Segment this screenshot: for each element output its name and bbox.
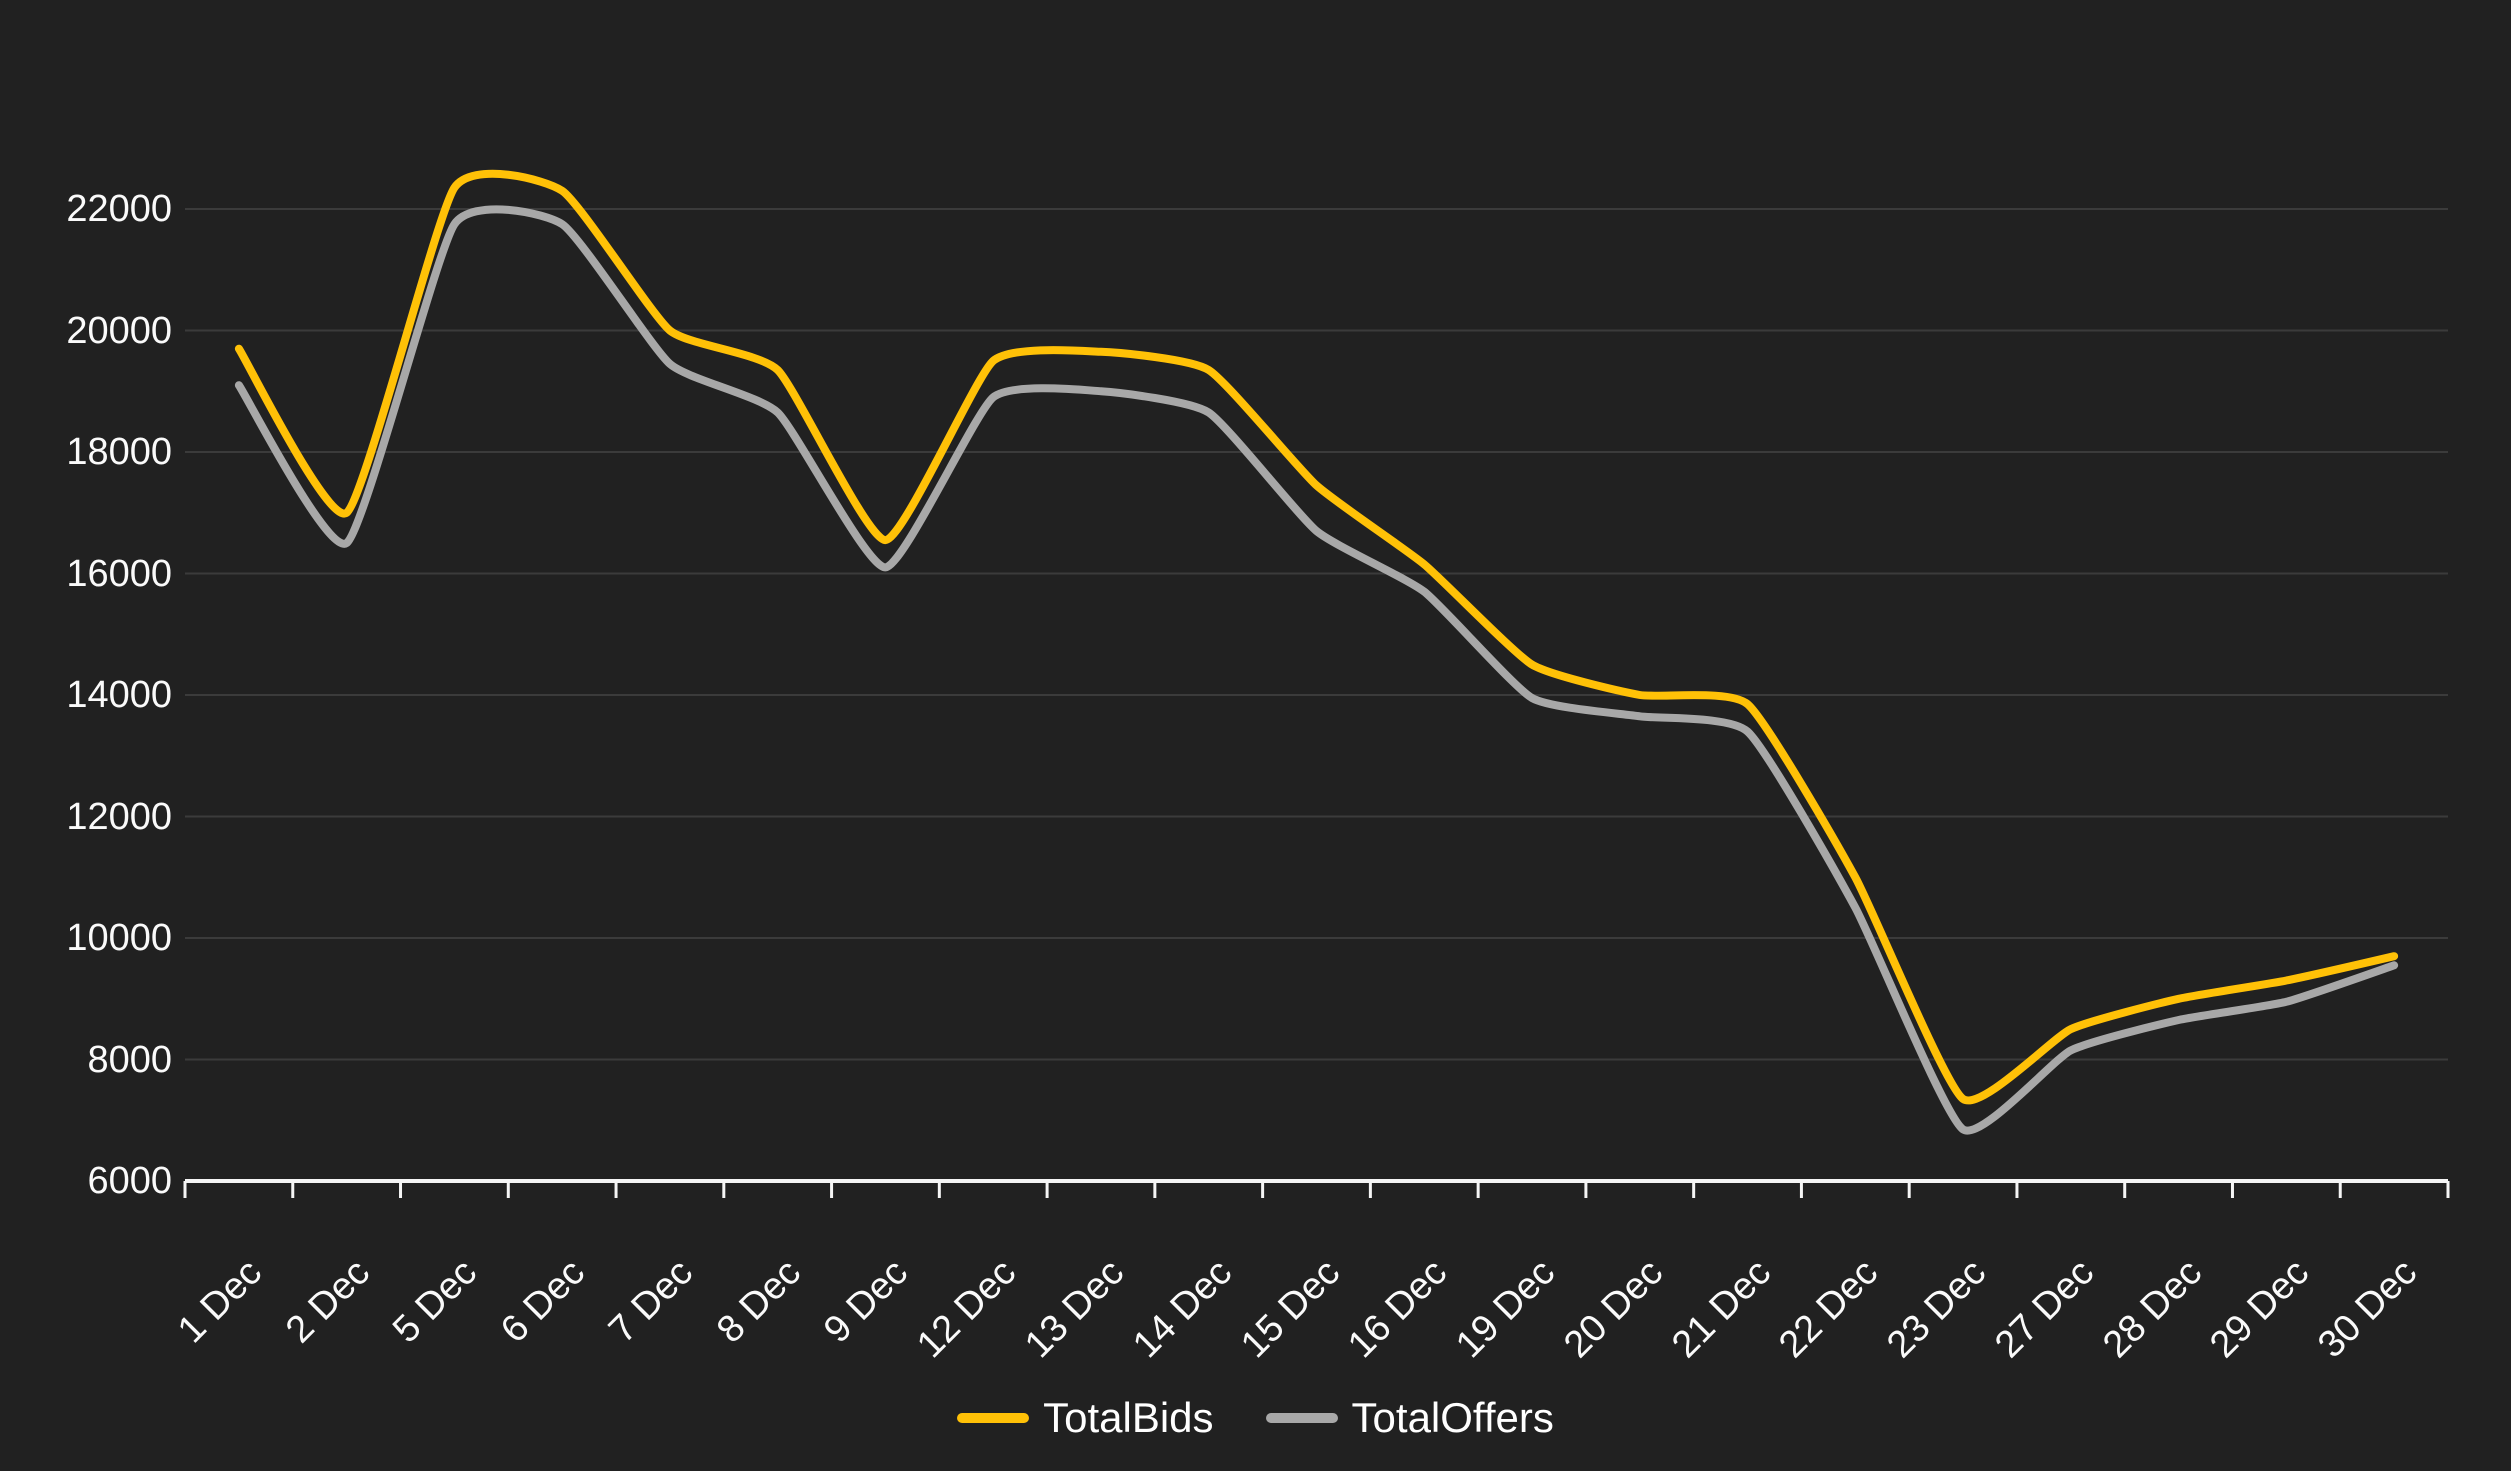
legend-item-totaloffers[interactable]: TotalOffers — [1265, 1394, 1554, 1441]
series-line-totalbids — [234, 169, 2399, 1105]
legend-item-totalbids[interactable]: TotalBids — [957, 1394, 1214, 1441]
totalbids-line-swatch-icon — [957, 1413, 1030, 1423]
y-axis-label: 6000 — [87, 1160, 172, 1202]
y-axis-label: 18000 — [66, 431, 172, 473]
totaloffers-line-swatch-icon — [1265, 1413, 1338, 1423]
y-axis-label: 20000 — [66, 309, 172, 352]
y-axis-label: 12000 — [66, 795, 172, 838]
series-line-totaloffers — [234, 205, 2399, 1135]
legend-label: TotalOffers — [1351, 1394, 1554, 1441]
y-axis-label: 14000 — [66, 674, 172, 716]
y-axis-label: 16000 — [66, 552, 172, 595]
legend-label: TotalBids — [1043, 1394, 1214, 1441]
y-axis-label: 8000 — [87, 1038, 172, 1081]
y-axis-label: 10000 — [66, 917, 172, 959]
y-axis-label: 22000 — [66, 188, 172, 230]
legend: TotalBids TotalOffers — [0, 1396, 2511, 1440]
